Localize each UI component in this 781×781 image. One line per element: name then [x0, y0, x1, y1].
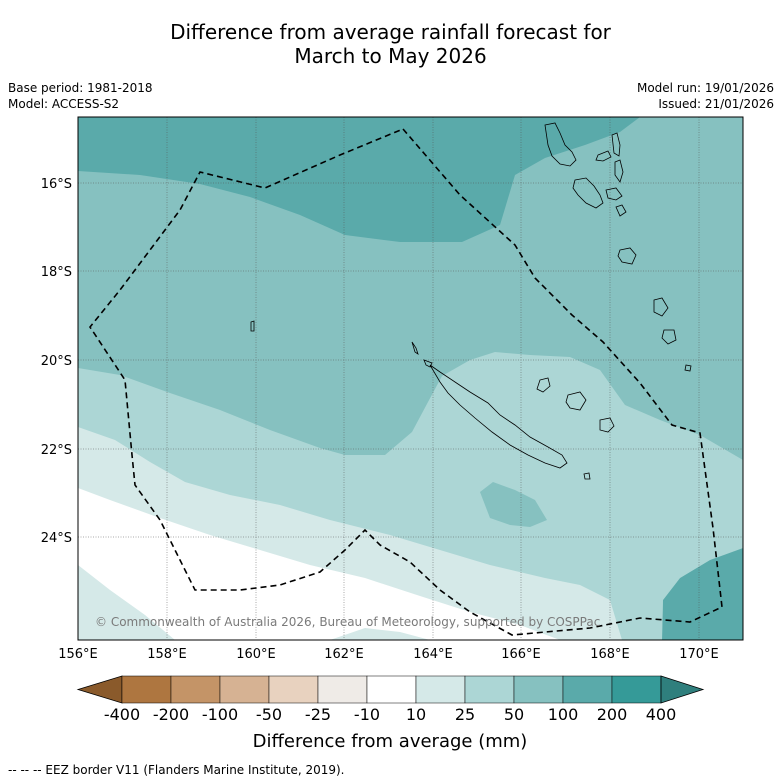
- colorbar: [76, 675, 705, 704]
- cb-tick-neg50: -50: [256, 705, 282, 724]
- colorbar-title: Difference from average (mm): [253, 731, 528, 752]
- colorbar-arrow-low: [76, 675, 123, 704]
- map-title-line-2: March to May 2026: [294, 44, 487, 68]
- anomaly-band-10-25-southwest: [78, 565, 175, 640]
- malekula-island: [572, 177, 604, 209]
- lon-label-166: 166°E: [501, 647, 541, 662]
- anomaly-band-100-200-southeast: [662, 548, 743, 640]
- cb-tick-neg10: -10: [354, 705, 380, 724]
- cb-tick-neg100: -100: [202, 705, 238, 724]
- lon-label-162: 162°E: [324, 647, 364, 662]
- colorbar-segment-8: [464, 675, 515, 704]
- model-run-text: Model run: 19/01/2026: [636, 81, 774, 95]
- lat-label-16: 16°S: [41, 177, 72, 192]
- maewo-island: [611, 132, 621, 157]
- lon-label-160: 160°E: [236, 647, 276, 662]
- base-period-text: Base period: 1981-2018: [8, 81, 153, 95]
- erromango-island: [653, 297, 669, 317]
- anomaly-band-10-25-south: [330, 628, 430, 640]
- eez-border: [89, 128, 723, 636]
- cb-tick-50: 50: [504, 705, 524, 724]
- tanna-island: [661, 329, 677, 345]
- lat-label-24: 24°S: [41, 531, 72, 546]
- latitude-axis: 16°S 18°S 20°S 22°S 24°S: [41, 177, 72, 546]
- ambrym-island: [605, 187, 623, 201]
- cb-tick-10: 10: [406, 705, 426, 724]
- map-title-line-1: Difference from average rainfall forecas…: [170, 20, 611, 44]
- longitude-axis: 156°E 158°E 160°E 162°E 164°E 166°E 168°…: [58, 647, 719, 662]
- lon-label-168: 168°E: [590, 647, 630, 662]
- pentecost-island: [614, 159, 624, 183]
- cb-tick-neg25: -25: [305, 705, 331, 724]
- lat-label-22: 22°S: [41, 443, 72, 458]
- cb-tick-100: 100: [548, 705, 579, 724]
- lifou-island: [565, 391, 587, 411]
- anomaly-band-neutral: [78, 488, 560, 640]
- gridlines: [78, 117, 743, 640]
- northern-islet: [423, 359, 433, 368]
- colorbar-segment-1: [121, 675, 172, 704]
- colorbar-segment-4: [268, 675, 319, 704]
- anomaly-band-50-100-patch: [480, 482, 547, 527]
- lon-label-158: 158°E: [147, 647, 187, 662]
- colorbar-arrow-high: [660, 675, 705, 704]
- colorbar-segment-11: [611, 675, 662, 704]
- cb-tick-25: 25: [455, 705, 475, 724]
- lat-label-20: 20°S: [41, 354, 72, 369]
- colorbar-segment-9: [513, 675, 564, 704]
- rainfall-anomaly-field: [78, 117, 743, 640]
- lon-label-164: 164°E: [413, 647, 453, 662]
- belep-island: [411, 341, 419, 355]
- espiritu-santo-island: [544, 122, 577, 167]
- colorbar-segment-6: [366, 675, 417, 704]
- chesterfield-islet: [250, 320, 255, 332]
- epi-island: [615, 204, 627, 217]
- eez-legend-note: -- -- -- EEZ border V11 (Flanders Marine…: [8, 763, 345, 777]
- ambae-island: [595, 150, 612, 162]
- cb-tick-neg400: -400: [104, 705, 140, 724]
- lat-label-18: 18°S: [41, 265, 72, 280]
- aneityum-island: [684, 364, 692, 372]
- colorbar-segment-7: [415, 675, 466, 704]
- colorbar-segment-3: [219, 675, 270, 704]
- cb-tick-200: 200: [597, 705, 628, 724]
- model-text: Model: ACCESS-S2: [8, 97, 120, 111]
- lon-label-170: 170°E: [679, 647, 719, 662]
- new-caledonia-coastline: [429, 364, 568, 469]
- cb-tick-400: 400: [646, 705, 677, 724]
- mare-island: [599, 417, 615, 433]
- colorbar-tick-labels: -400 -200 -100 -50 -25 -10 10 25 50 100 …: [104, 705, 676, 724]
- lon-label-156: 156°E: [58, 647, 98, 662]
- isle-of-pines: [583, 472, 591, 480]
- efate-island: [617, 247, 637, 265]
- colorbar-segment-10: [562, 675, 613, 704]
- ouvea-island: [536, 377, 551, 393]
- colorbar-segment-2: [170, 675, 221, 704]
- copyright-text: © Commonwealth of Australia 2026, Bureau…: [95, 615, 600, 629]
- cb-tick-neg200: -200: [153, 705, 189, 724]
- map-frame: [77, 116, 744, 641]
- colorbar-segment-5: [317, 675, 368, 704]
- issued-text: Issued: 21/01/2026: [658, 97, 774, 111]
- anomaly-band-100-200-north: [78, 117, 640, 242]
